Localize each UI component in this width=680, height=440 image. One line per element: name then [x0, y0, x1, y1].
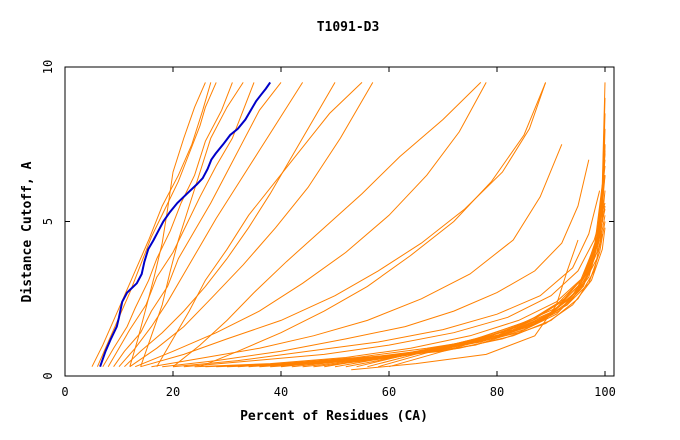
x-axis-label: Percent of Residues (CA) — [240, 409, 428, 424]
model-line-36 — [140, 82, 244, 367]
x-tick-label-20: 20 — [166, 385, 180, 399]
model-line-1 — [91, 82, 212, 367]
highlighted-model-line — [99, 81, 272, 368]
model-line-6 — [118, 82, 304, 368]
x-tick-label-0: 0 — [61, 385, 68, 399]
model-line-3 — [102, 82, 233, 367]
tick-layer: 0 20 40 60 80 100 0 5 10 — [41, 60, 616, 399]
model-line-35 — [129, 82, 206, 367]
x-tick-label-60: 60 — [382, 385, 396, 399]
model-line-39 — [199, 82, 547, 368]
y-axis-label: Distance Cutoff, A — [20, 161, 35, 302]
series-layer — [91, 82, 606, 371]
model-line-11 — [151, 144, 563, 368]
model-line-7 — [124, 82, 336, 368]
model-line-33 — [388, 144, 606, 368]
model-line-10 — [140, 82, 547, 368]
x-tick-label-100: 100 — [594, 385, 616, 399]
model-line-4 — [107, 82, 255, 367]
model-line-5 — [113, 82, 282, 367]
model-line-12 — [162, 159, 590, 368]
y-tick-label-0: 0 — [41, 372, 55, 379]
model-line-13 — [172, 190, 601, 368]
chart-title: T1091-D3 — [317, 20, 380, 35]
model-line-9 — [135, 82, 487, 368]
model-line-37 — [156, 82, 363, 367]
x-tick-label-40: 40 — [274, 385, 288, 399]
model-line-8 — [129, 82, 374, 368]
y-tick-label-10: 10 — [41, 60, 55, 74]
y-tick-label-5: 5 — [41, 218, 55, 225]
highlight-layer — [99, 81, 272, 368]
model-line-38 — [172, 82, 482, 368]
x-tick-label-80: 80 — [490, 385, 504, 399]
model-line-34 — [351, 239, 579, 371]
model-line-14 — [183, 202, 606, 368]
